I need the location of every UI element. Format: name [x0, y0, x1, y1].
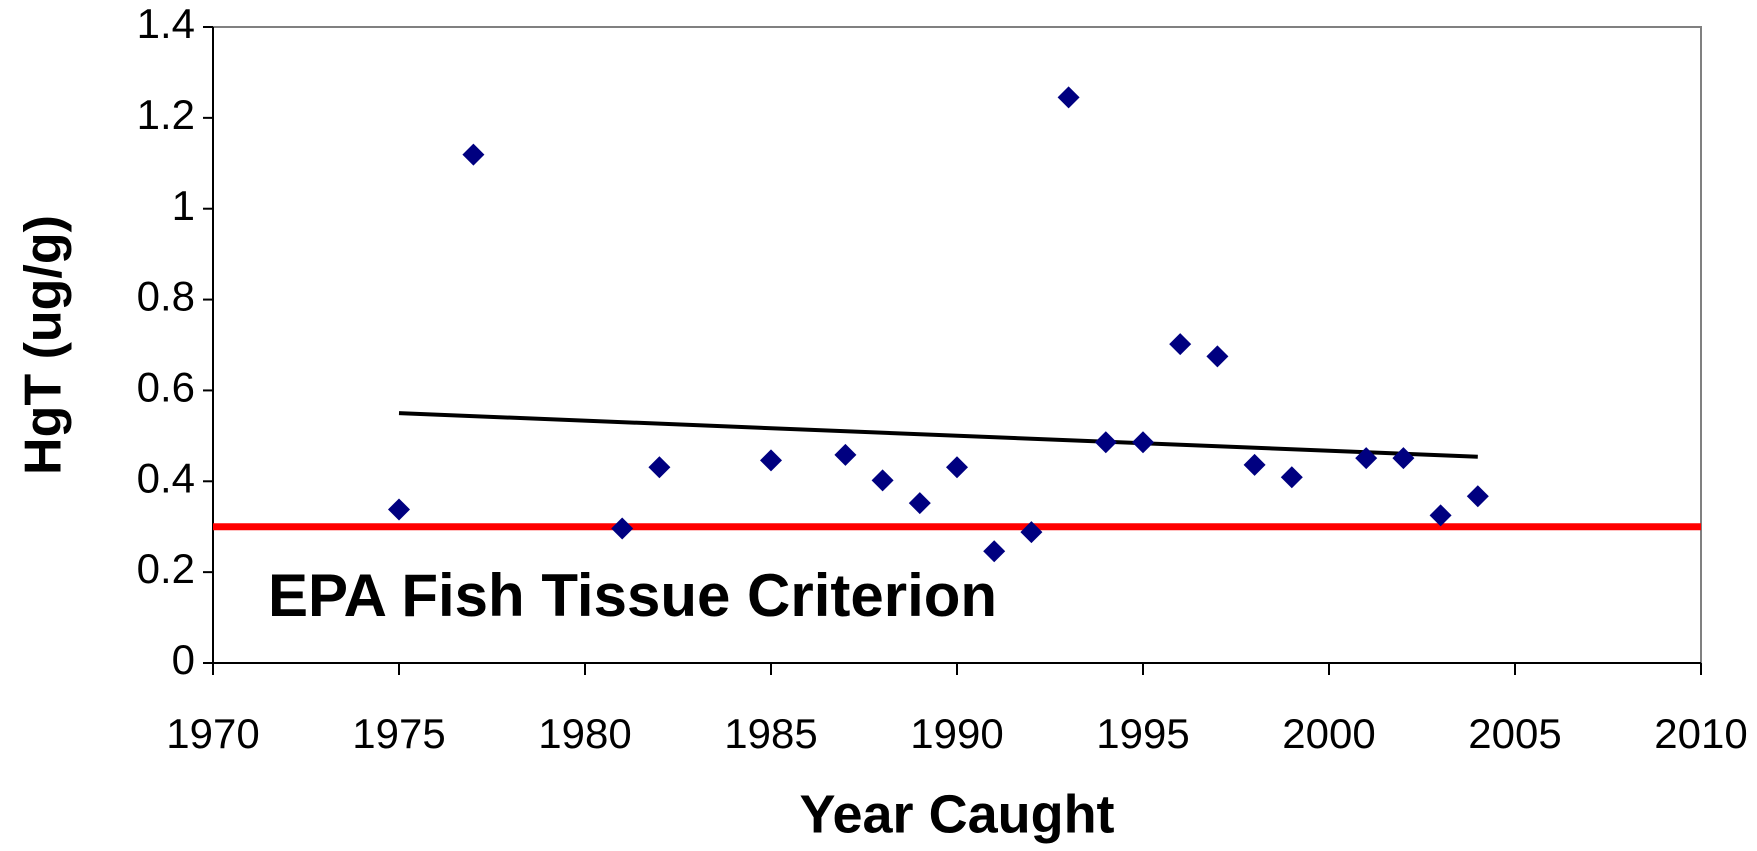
- y-tick-label: 0: [172, 636, 195, 683]
- data-point: [1020, 521, 1043, 544]
- x-tick-label: 1980: [538, 710, 631, 757]
- x-tick-label: 2010: [1654, 710, 1747, 757]
- x-tick-label: 2000: [1282, 710, 1375, 757]
- data-point: [1057, 86, 1080, 109]
- y-tick-label: 0.4: [137, 454, 195, 501]
- data-point: [1132, 431, 1154, 454]
- data-point: [834, 443, 857, 466]
- x-tick-label: 1970: [166, 710, 259, 757]
- trend-line: [398, 411, 1478, 459]
- x-tick-label: 1995: [1096, 710, 1189, 757]
- x-tick-label: 1985: [724, 710, 817, 757]
- data-point: [1466, 485, 1489, 508]
- x-tick-label: 1975: [352, 710, 445, 757]
- data-point: [1392, 447, 1415, 470]
- y-tick-label: 1.4: [137, 0, 195, 47]
- data-point: [760, 449, 782, 472]
- data-point: [946, 456, 968, 479]
- x-tick-label: 2005: [1468, 710, 1561, 757]
- data-point: [462, 143, 485, 166]
- y-tick-label: 1: [172, 182, 195, 229]
- reference-label: EPA Fish Tissue Criterion: [268, 562, 997, 629]
- data-point: [648, 456, 671, 479]
- x-tick-label: 1990: [910, 710, 1003, 757]
- data-point: [1355, 447, 1378, 470]
- data-point: [1280, 466, 1303, 489]
- y-tick-label: 0.2: [137, 545, 195, 592]
- data-point: [611, 517, 634, 540]
- data-point: [1243, 453, 1266, 476]
- data-point: [1094, 431, 1117, 454]
- y-tick-label: 0.6: [137, 364, 195, 411]
- data-point: [1206, 345, 1229, 368]
- data-point: [388, 498, 410, 521]
- y-axis-title: HgT (ug/g): [15, 215, 73, 475]
- data-point: [1429, 504, 1452, 527]
- y-tick-label: 0.8: [137, 273, 195, 320]
- x-axis-title: Year Caught: [799, 784, 1114, 844]
- y-tick-label: 1.2: [137, 91, 195, 138]
- data-point: [871, 469, 894, 492]
- data-point: [908, 492, 931, 515]
- data-point: [1169, 333, 1192, 356]
- data-point: [983, 540, 1006, 563]
